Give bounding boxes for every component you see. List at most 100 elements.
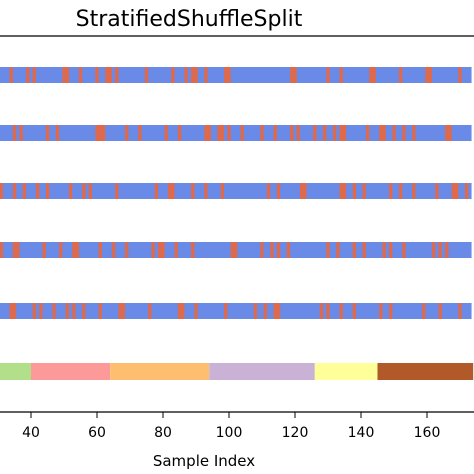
test-sample-mark	[154, 183, 159, 199]
test-sample-mark	[217, 125, 221, 141]
test-sample-mark	[22, 183, 27, 199]
test-sample-mark	[398, 183, 403, 199]
test-sample-mark	[224, 303, 228, 319]
test-sample-mark	[52, 303, 56, 319]
test-sample-mark	[194, 67, 198, 83]
test-sample-mark	[125, 125, 129, 141]
test-sample-mark	[138, 125, 142, 141]
test-sample-mark	[144, 67, 149, 83]
test-sample-mark	[171, 67, 175, 83]
test-sample-mark	[352, 183, 357, 199]
cv-split-row	[0, 183, 472, 199]
test-sample-mark	[332, 125, 337, 141]
test-sample-mark	[379, 303, 383, 319]
test-sample-mark	[9, 303, 13, 319]
test-sample-mark	[19, 125, 23, 141]
test-sample-mark	[422, 303, 426, 319]
test-sample-mark	[0, 183, 3, 199]
test-sample-mark	[191, 183, 195, 199]
test-sample-mark	[451, 183, 456, 199]
test-sample-mark	[342, 183, 347, 199]
cv-split-row	[0, 125, 472, 141]
test-sample-mark	[435, 183, 439, 199]
test-sample-mark	[32, 67, 36, 83]
chart-title: StratifiedShuffleSplit	[76, 7, 303, 32]
test-sample-mark	[220, 125, 225, 141]
test-sample-mark	[65, 67, 69, 83]
test-sample-mark	[0, 242, 3, 258]
test-sample-mark	[431, 242, 436, 258]
test-sample-mark	[191, 67, 195, 83]
test-sample-mark	[101, 125, 106, 141]
test-sample-mark	[362, 242, 366, 258]
test-sample-mark	[105, 67, 109, 83]
test-sample-mark	[98, 125, 102, 141]
test-sample-mark	[62, 67, 66, 83]
test-sample-mark	[438, 303, 442, 319]
test-sample-mark	[273, 125, 277, 141]
x-tick-label: 60	[88, 425, 106, 441]
x-axis-label: Sample Index	[153, 452, 255, 470]
test-sample-mark	[227, 125, 231, 141]
test-sample-mark	[59, 242, 63, 258]
x-axis-ticks: 40 60 80 100 120 140 160	[22, 412, 440, 441]
test-sample-mark	[16, 242, 20, 258]
test-sample-mark	[174, 242, 178, 258]
test-sample-mark	[233, 242, 238, 258]
test-sample-mark	[266, 183, 271, 199]
test-sample-mark	[161, 242, 165, 258]
test-sample-mark	[352, 303, 357, 319]
test-sample-mark	[319, 303, 324, 319]
test-sample-mark	[455, 183, 459, 199]
train-bar	[0, 125, 472, 141]
x-tick-label: 100	[216, 425, 243, 441]
test-sample-mark	[270, 242, 274, 258]
test-sample-mark	[339, 125, 343, 141]
test-sample-mark	[95, 67, 99, 83]
class-row	[0, 363, 474, 380]
test-sample-mark	[35, 183, 40, 199]
test-sample-mark	[372, 67, 376, 83]
test-sample-mark	[290, 67, 294, 83]
test-sample-mark	[313, 125, 317, 141]
test-sample-mark	[448, 125, 452, 141]
test-sample-mark	[148, 303, 152, 319]
test-sample-mark	[191, 242, 195, 258]
x-tick-label: 120	[282, 425, 309, 441]
class-segment	[377, 363, 474, 380]
train-bar	[0, 303, 472, 319]
test-sample-mark	[412, 183, 416, 199]
test-sample-mark	[352, 242, 357, 258]
test-sample-mark	[55, 125, 60, 141]
test-sample-mark	[98, 303, 102, 319]
test-sample-mark	[151, 242, 155, 258]
test-sample-mark	[286, 242, 291, 258]
test-sample-mark	[98, 242, 102, 258]
cv-splits	[0, 67, 472, 319]
x-tick-label: 40	[22, 425, 40, 441]
test-sample-mark	[177, 303, 182, 319]
test-sample-mark	[365, 125, 370, 141]
test-sample-mark	[204, 67, 208, 83]
test-sample-mark	[95, 125, 99, 141]
test-sample-mark	[445, 125, 449, 141]
test-sample-mark	[276, 183, 281, 199]
test-sample-mark	[194, 303, 198, 319]
test-sample-mark	[68, 183, 73, 199]
test-sample-mark	[253, 303, 258, 319]
test-sample-mark	[240, 125, 244, 141]
test-sample-mark	[260, 125, 264, 141]
test-sample-mark	[326, 242, 330, 258]
test-sample-mark	[303, 183, 307, 199]
test-sample-mark	[227, 67, 231, 83]
cv-split-row	[0, 67, 472, 83]
test-sample-mark	[181, 303, 185, 319]
test-sample-mark	[293, 67, 297, 83]
test-sample-mark	[167, 183, 172, 199]
test-sample-mark	[39, 303, 43, 319]
test-sample-mark	[45, 125, 50, 141]
test-sample-mark	[273, 303, 277, 319]
test-sample-mark	[65, 303, 69, 319]
test-sample-mark	[204, 183, 208, 199]
